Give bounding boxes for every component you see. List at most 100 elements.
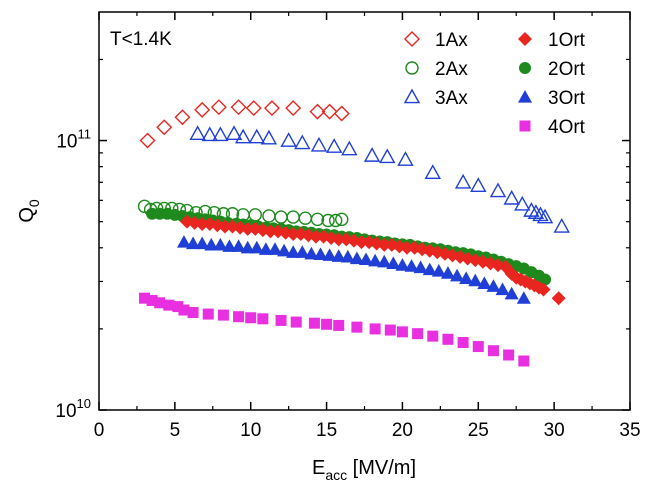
data-point-4Ort [396,326,408,338]
data-point-1Ax [156,119,173,136]
data-point-2Ort [539,273,552,286]
series-layer [137,99,570,367]
x-axis-title: Eacc [MV/m] [312,457,416,481]
data-point-1Ax [210,99,227,116]
data-point-1Ort [377,237,392,252]
data-point-1Ax [245,100,262,117]
data-point-4Ort [290,316,302,328]
data-point-4Ort [321,318,333,330]
data-point-3Ort [277,243,292,257]
data-point-4Ort [442,333,454,345]
data-point-1Ort [430,245,445,260]
data-point-3Ort [286,245,301,258]
data-point-3Ort [195,236,210,250]
data-point-4Ort [154,297,166,309]
data-point-3Ort [386,256,401,270]
legend-item-1Ax: 1Ax [404,30,468,51]
data-point-3Ort [322,248,337,261]
data-point-3Ax [310,136,328,152]
data-point-4Ort [472,341,484,353]
data-point-3Ax [212,126,229,142]
x-tick-label: 5 [170,420,181,441]
data-point-3Ax [523,202,540,217]
data-point-3Ax [454,173,472,189]
data-point-1Ort [286,226,301,241]
series-3Ort [176,235,531,304]
data-point-1Ort [240,221,255,236]
data-point-3Ort [431,264,446,277]
data-point-1Ax [321,103,338,120]
legend-label: 3Ax [435,88,468,109]
legend-marker-4Ort [519,120,531,132]
legend-label: 2Ax [435,59,468,80]
series-1Ax [139,99,350,149]
data-point-4Ort [333,319,345,331]
data-point-3Ort [204,237,219,251]
data-point-3Ax [260,129,278,145]
legend-item-2Ort: 2Ort [519,59,586,80]
x-tick-label: 0 [94,420,105,441]
legend-label: 1Ort [548,30,586,51]
data-point-3Ax [201,126,218,142]
data-point-4Ort [245,312,257,324]
data-point-2Ax [321,213,335,228]
data-point-1Ax [285,100,302,117]
data-point-3Ax [189,125,206,141]
legend-marker-2Ort [519,62,531,74]
data-point-1Ort [445,248,460,263]
data-point-4Ort [146,294,158,306]
data-point-3Ort [249,240,264,254]
data-point-1Ax [263,100,280,117]
data-point-4Ort [163,299,175,311]
data-point-2Ax [286,210,300,224]
data-point-3Ort [504,286,519,300]
data-point-4Ort [172,301,184,313]
data-point-4Ort [275,314,287,326]
data-point-2Ax [335,212,349,227]
data-point-1Ax [139,132,156,149]
data-point-3Ort [395,258,410,271]
series-4Ort [139,292,530,367]
data-point-2Ax [310,212,325,227]
data-point-3Ax [514,195,531,211]
data-point-3Ort [267,242,282,255]
data-point-1Ort [217,219,232,234]
data-point-1Ort [308,229,323,244]
data-point-1Ax [333,105,350,122]
data-point-3Ax [379,148,396,164]
legend-label: 1Ax [435,30,468,51]
series-1Ort [179,214,566,306]
data-point-3Ort [222,239,237,252]
data-point-3Ort [213,237,228,251]
data-point-2Ax [262,209,276,223]
data-point-3Ort [516,291,531,304]
legend-marker-1Ort [518,32,532,46]
data-point-3Ax [536,208,554,224]
data-point-4Ort [518,355,530,367]
data-point-3Ort [349,251,364,265]
data-point-4Ort [384,324,396,336]
data-point-3Ort [176,235,191,248]
data-point-3Ax [294,134,311,150]
data-point-3Ax [503,189,520,205]
data-point-1Ax [309,103,326,120]
data-point-4Ort [308,317,320,329]
data-point-3Ort [422,262,437,276]
data-point-3Ort [313,247,328,260]
data-point-3Ort [231,239,246,252]
data-point-4Ort [257,313,269,325]
data-point-3Ort [331,249,346,262]
data-point-3Ax [397,151,414,166]
data-point-4Ort [487,345,499,357]
data-point-4Ort [503,349,515,361]
data-point-3Ax [470,177,487,192]
data-point-3Ax [532,206,549,222]
data-point-4Ort [369,323,381,335]
legend: 1Ax 2Ax 3Ax 1Ort 2Ort 3Ort 4Ort [403,30,586,138]
data-point-4Ort [202,308,214,320]
legend-marker-3Ax [403,88,421,104]
legend-label: 4Ort [548,117,586,138]
data-point-1Ax [194,101,211,118]
x-tick-label: 15 [316,420,337,441]
data-point-3Ort [477,276,492,290]
